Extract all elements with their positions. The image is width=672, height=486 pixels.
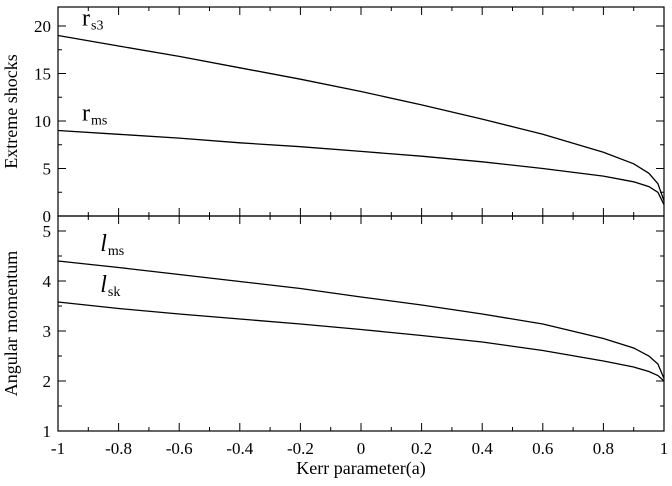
bottom-plot-frame: [57, 215, 665, 432]
bottom-y-tick-label: 4: [43, 272, 52, 291]
top-series-line-rms: [57, 129, 665, 205]
top-series-label-rms: rms: [82, 101, 107, 129]
top-series-line-rs3: [57, 34, 665, 202]
top-y-tick-label: 15: [34, 65, 51, 84]
bottom-x-tick-label: 1: [660, 439, 669, 458]
top-panel: 0 5 10 15 20 Extreme shocks rs3 rms: [1, 6, 665, 226]
top-y-axis-title: Extreme shocks: [1, 54, 21, 168]
top-plot-frame: [57, 6, 665, 217]
top-y-tick-label: 0: [43, 207, 52, 226]
bottom-series-line-lms: [57, 260, 665, 379]
bottom-series-label-lsk: lsk: [100, 272, 120, 300]
bottom-x-tick-label: 0.4: [472, 439, 494, 458]
top-y-tick-label: 10: [34, 112, 51, 131]
bottom-y-tick-label: 3: [43, 322, 52, 341]
bottom-x-tick-label: -1: [51, 439, 65, 458]
top-series-label-rs3: rs3: [82, 6, 103, 34]
bottom-x-tick-label: -0.4: [226, 439, 253, 458]
top-y-tick-label: 20: [34, 17, 51, 36]
bottom-series-label-lms: lms: [100, 231, 124, 259]
bottom-panel: 1 2 3 4 5 -1 -0.8 -0.6 -0.4 -0.2 0 0.2 0.4 0.6 0.8 1 Ker…: [1, 215, 669, 479]
bottom-x-axis-title: Kerr parameter(a): [296, 458, 425, 479]
bottom-x-tick-label: -0.8: [105, 439, 132, 458]
bottom-y-axis-title: Angular momentum: [1, 251, 21, 396]
bottom-y-tick-label: 1: [43, 422, 52, 441]
bottom-x-tick-label: 0.8: [593, 439, 614, 458]
bottom-series-line-lsk: [57, 301, 665, 382]
bottom-y-tick-label: 2: [43, 372, 52, 391]
top-y-tick-label: 5: [43, 160, 52, 179]
bottom-x-tick-label: -0.2: [287, 439, 314, 458]
bottom-x-tick-label: 0.6: [532, 439, 553, 458]
bottom-y-tick-label: 5: [43, 222, 52, 241]
bottom-x-tick-label: 0: [357, 439, 366, 458]
bottom-x-tick-label: -0.6: [166, 439, 193, 458]
bottom-x-tick-label: 0.2: [411, 439, 432, 458]
